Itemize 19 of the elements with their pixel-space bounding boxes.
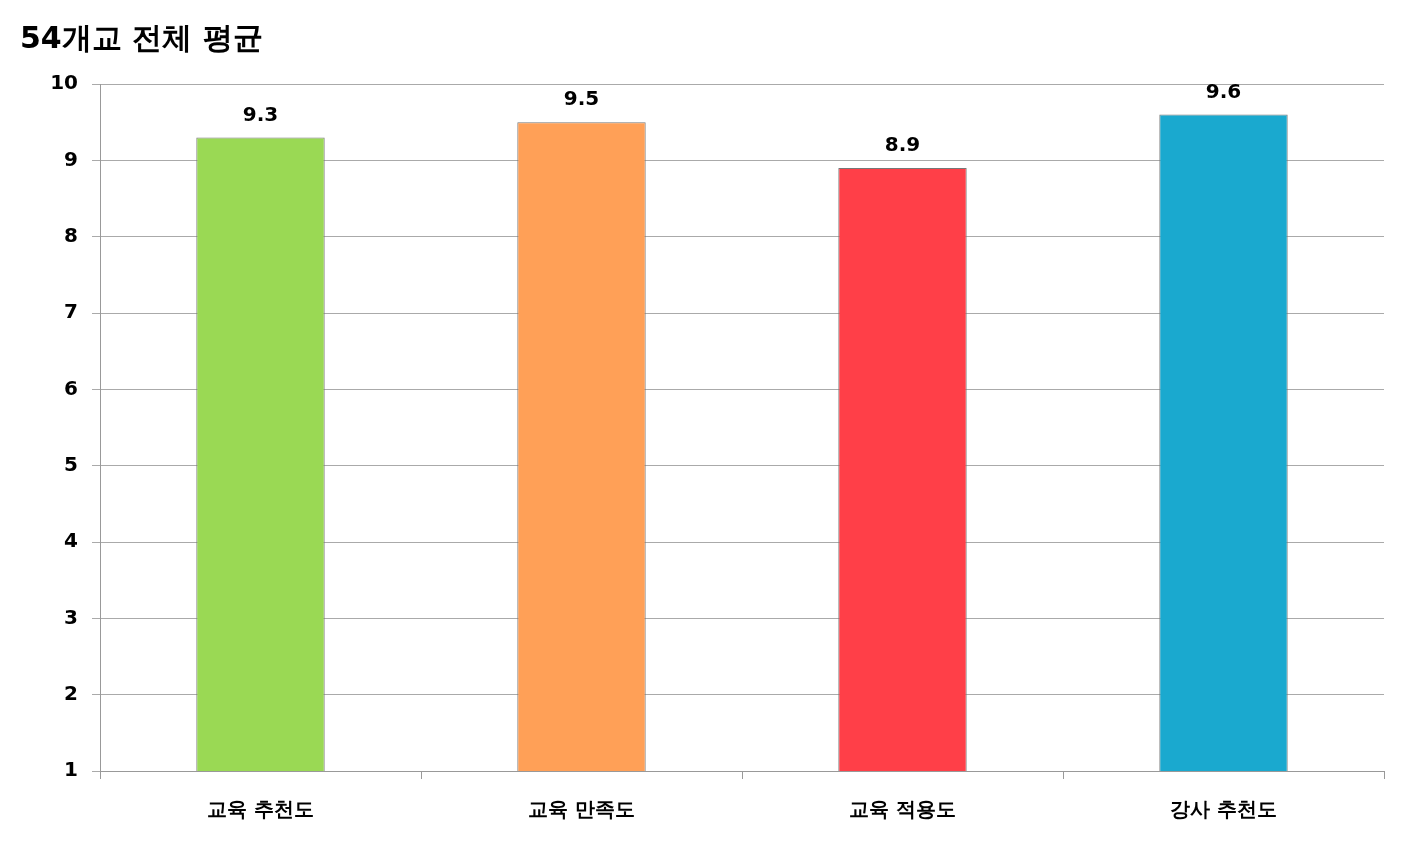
y-tick-label: 2 bbox=[64, 680, 78, 705]
data-label: 9.3 bbox=[242, 101, 279, 126]
y-tick-label: 7 bbox=[64, 299, 78, 324]
x-tick-label: 교육 적용도 bbox=[849, 797, 956, 822]
y-tick-label: 10 bbox=[50, 70, 78, 95]
y-tick-label: 5 bbox=[64, 451, 78, 476]
y-tick-label: 3 bbox=[64, 604, 78, 629]
y-tick-label: 4 bbox=[64, 528, 78, 553]
x-tick-label: 교육 만족도 bbox=[528, 797, 635, 822]
y-tick-label: 1 bbox=[64, 757, 78, 782]
y-tick-label: 9 bbox=[64, 146, 78, 171]
chart-title: 54개교 전체 평균 bbox=[20, 19, 263, 55]
data-label: 9.6 bbox=[1205, 78, 1242, 103]
data-label: 8.9 bbox=[884, 132, 921, 157]
x-tick-label: 교육 추천도 bbox=[207, 797, 314, 822]
x-tick-label: 강사 추천도 bbox=[1170, 797, 1277, 822]
y-tick-label: 6 bbox=[64, 375, 78, 400]
data-label: 9.5 bbox=[563, 86, 600, 111]
y-tick-label: 8 bbox=[64, 222, 78, 247]
